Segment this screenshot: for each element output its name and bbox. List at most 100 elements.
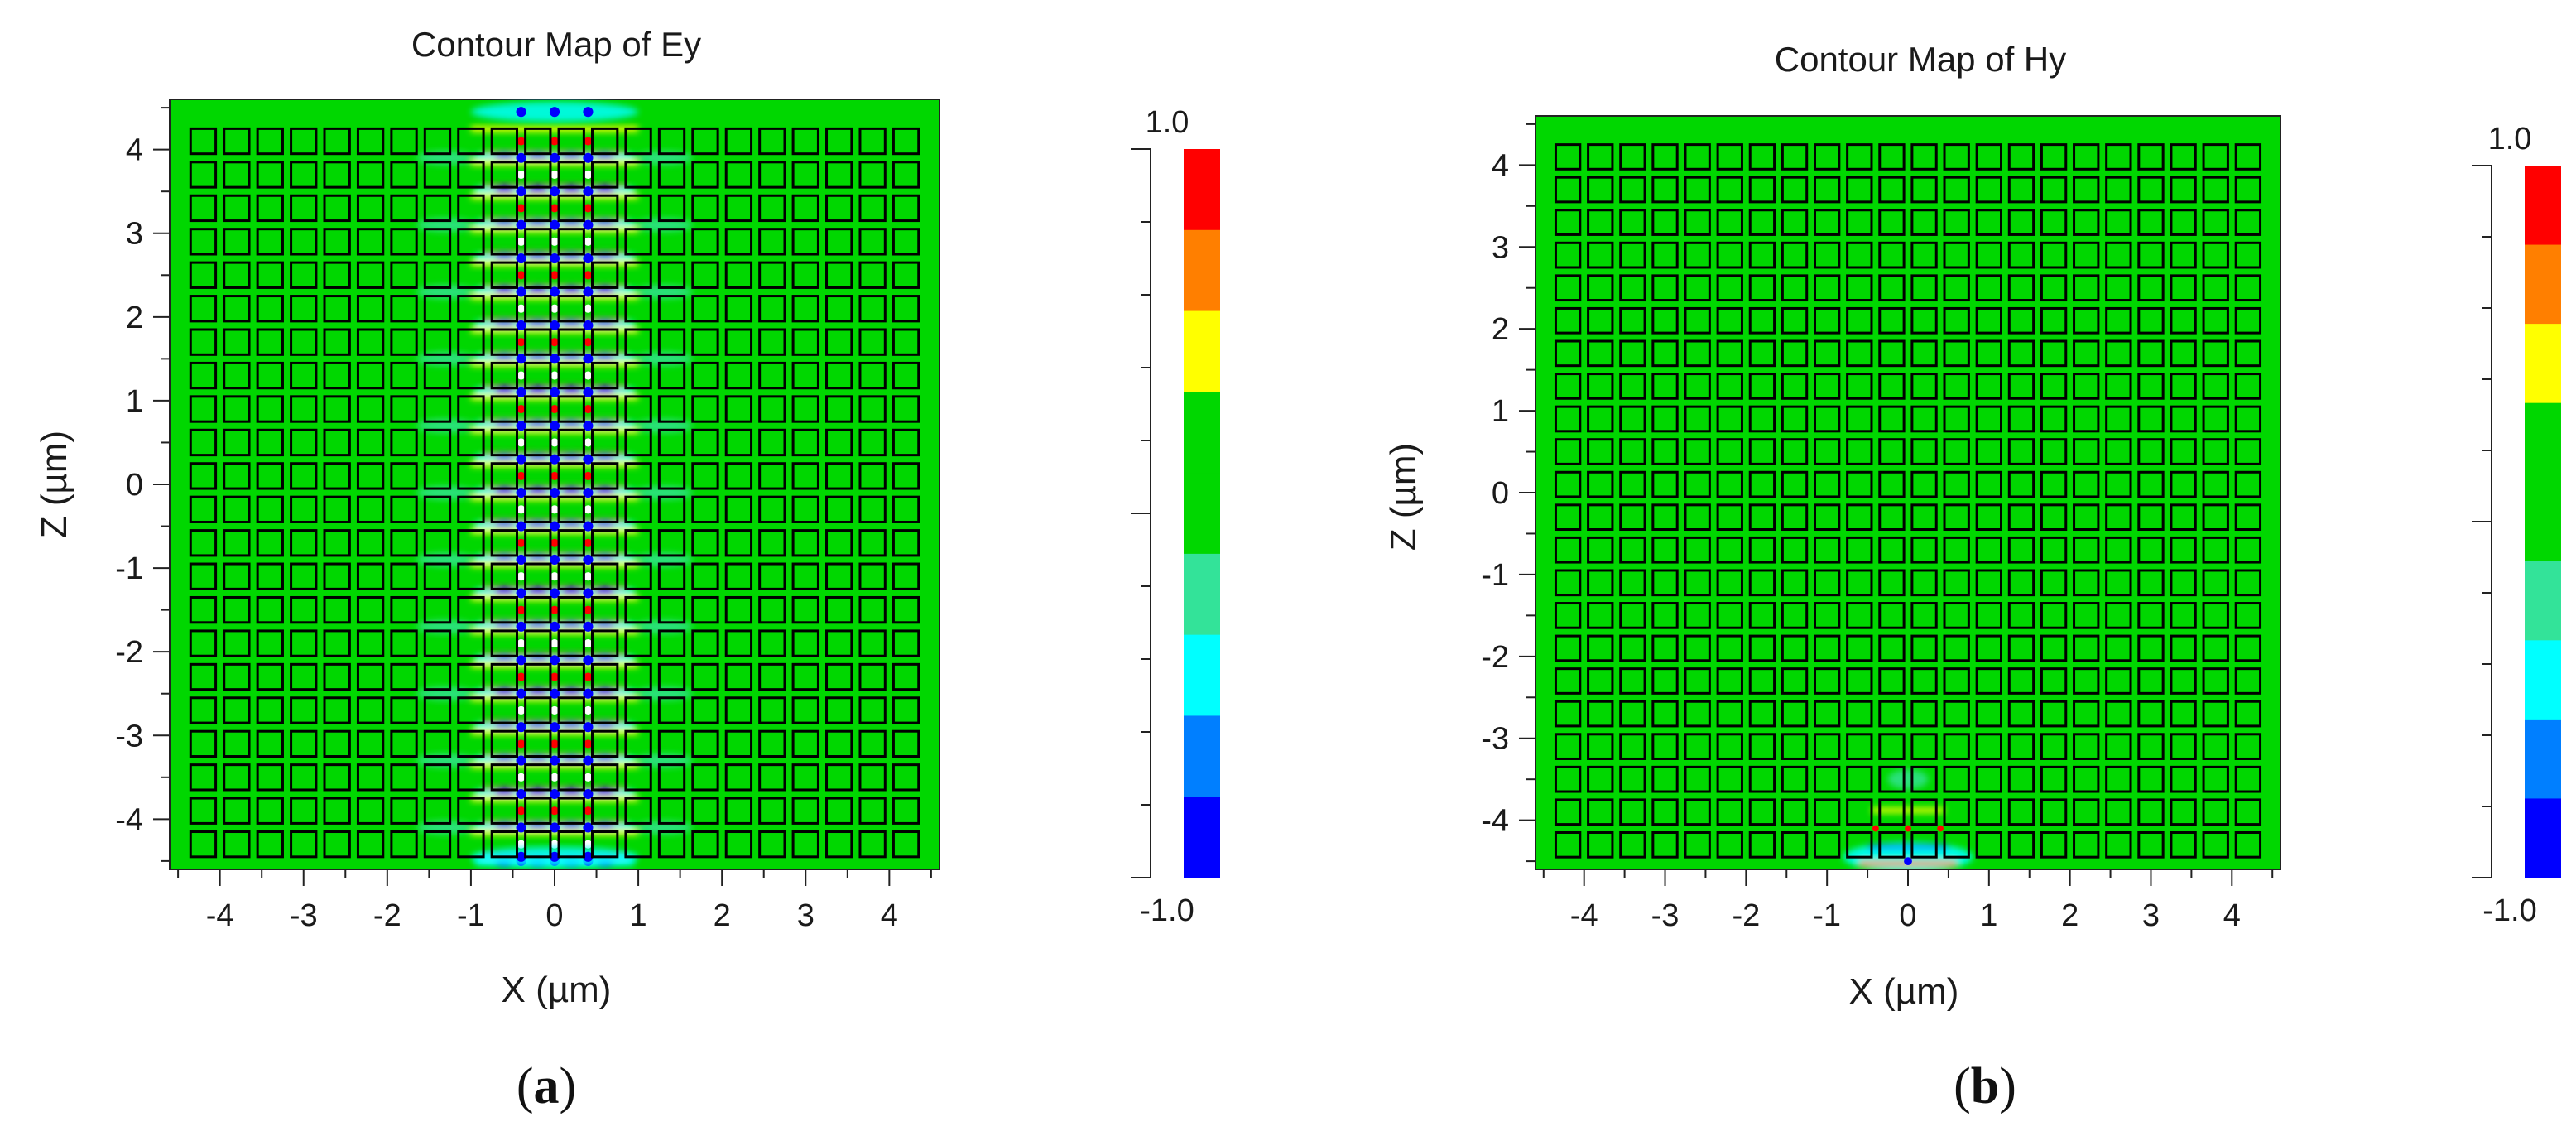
rod <box>657 328 686 356</box>
rod <box>2007 733 2035 760</box>
field-node <box>517 271 526 280</box>
rod <box>1716 209 1743 236</box>
rod <box>1910 830 1938 859</box>
field-node <box>549 488 560 498</box>
field-node <box>583 107 594 118</box>
rod <box>2170 569 2197 597</box>
rod <box>825 763 853 792</box>
y-tick-label: -1 <box>1481 558 1509 593</box>
rod <box>1878 765 1906 793</box>
rod <box>1748 470 1776 498</box>
rod <box>825 529 853 557</box>
field-node <box>517 204 526 213</box>
rod <box>2137 143 2165 171</box>
rod <box>1619 830 1646 859</box>
x-tick-label: -4 <box>206 898 234 933</box>
rod <box>1684 373 1711 400</box>
rod <box>1781 209 1809 236</box>
field-node <box>517 806 526 816</box>
rod <box>356 529 385 557</box>
rod <box>1748 798 1776 826</box>
rod <box>624 562 652 590</box>
field-node <box>549 152 560 163</box>
field-node <box>1904 857 1912 865</box>
rod <box>892 495 920 523</box>
rod <box>1910 339 1938 368</box>
rod <box>1748 143 1776 171</box>
rod <box>256 696 284 724</box>
field-halo <box>1887 769 1929 790</box>
rod <box>1619 602 1646 629</box>
rod <box>1846 765 1873 793</box>
rod <box>524 228 552 256</box>
rod <box>1587 438 1614 465</box>
rod <box>1587 339 1614 368</box>
rod <box>1748 667 1776 695</box>
rod <box>1975 438 2002 465</box>
rod <box>1554 470 1582 498</box>
y-tick-label: -4 <box>115 802 143 837</box>
rod <box>223 662 251 691</box>
rod <box>2202 339 2229 368</box>
rod <box>758 797 786 825</box>
y-axis-label: Z (µm) <box>34 431 74 538</box>
panel-caption: (b) <box>1954 1058 2016 1114</box>
rod <box>724 127 753 156</box>
x-tick-label: 1 <box>1980 898 1997 933</box>
rod <box>256 729 284 758</box>
rod <box>825 696 853 724</box>
field-node <box>549 320 560 330</box>
rod <box>2170 438 2197 465</box>
rod <box>256 629 284 657</box>
rod <box>323 428 351 457</box>
rod <box>1619 438 1646 465</box>
field-node <box>550 739 560 749</box>
rod <box>657 629 686 657</box>
field-node <box>517 672 526 681</box>
rod <box>1943 470 1970 498</box>
field-node <box>583 521 594 532</box>
rod <box>2170 503 2197 532</box>
y-tick-label: -3 <box>115 719 143 753</box>
rod <box>624 428 652 457</box>
rod <box>1716 373 1743 400</box>
rod <box>791 763 819 792</box>
rod <box>524 495 552 523</box>
rod <box>390 328 418 356</box>
field-node <box>516 387 526 397</box>
rod <box>2007 274 2035 302</box>
rod <box>256 161 284 189</box>
rod <box>590 662 619 691</box>
rod <box>1587 470 1614 498</box>
rod <box>524 763 552 792</box>
rod <box>189 629 218 657</box>
field-node <box>583 219 594 230</box>
rod <box>791 295 819 323</box>
rod <box>1943 176 1970 204</box>
rod <box>1814 241 1841 269</box>
rod <box>1975 700 2002 728</box>
rod <box>1781 470 1809 498</box>
rod <box>1716 700 1743 728</box>
rod <box>1878 830 1906 859</box>
rod <box>2105 373 2132 400</box>
rod <box>323 797 351 825</box>
rod <box>691 228 719 256</box>
field-node <box>583 286 594 297</box>
rod <box>858 562 887 590</box>
rod <box>1910 176 1938 204</box>
rod <box>2007 176 2035 204</box>
field-node <box>549 107 560 118</box>
x-tick-label: 1 <box>630 898 647 933</box>
field-node <box>550 137 560 146</box>
rod <box>423 529 452 557</box>
rod <box>2202 830 2229 859</box>
rod <box>825 428 853 457</box>
field-node <box>550 404 560 414</box>
rod <box>524 830 552 859</box>
rod <box>423 662 452 691</box>
rod <box>2234 602 2262 629</box>
rod <box>1554 733 1582 760</box>
rod <box>423 295 452 323</box>
rod <box>223 562 251 590</box>
